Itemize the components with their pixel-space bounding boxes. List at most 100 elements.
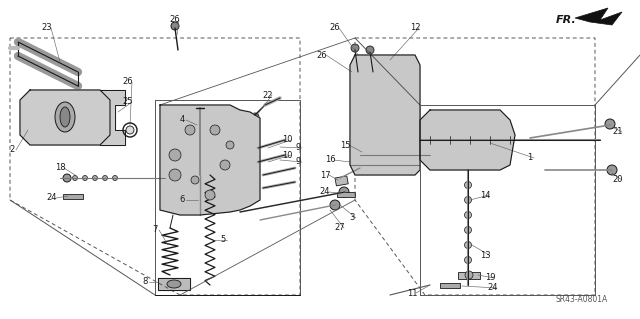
Text: 6: 6 [179,196,185,204]
Circle shape [391,116,399,124]
Text: 1: 1 [527,153,532,162]
Circle shape [465,271,473,279]
Circle shape [374,152,378,158]
Text: 10: 10 [282,136,292,145]
Circle shape [607,165,617,175]
Circle shape [196,112,204,118]
Circle shape [205,190,215,200]
Text: 19: 19 [484,273,495,283]
Circle shape [251,113,259,121]
Bar [440,283,460,288]
Text: 26: 26 [123,78,133,86]
Circle shape [196,136,204,143]
Circle shape [460,125,470,135]
Text: 13: 13 [480,250,490,259]
Polygon shape [100,90,125,145]
Circle shape [210,125,220,135]
Bar [335,176,348,186]
Text: 12: 12 [410,24,420,33]
Text: 11: 11 [407,288,417,298]
Circle shape [465,211,472,219]
Circle shape [198,180,202,184]
Circle shape [171,22,179,30]
Text: 15: 15 [340,140,350,150]
Text: FR.: FR. [556,15,577,25]
Text: 9: 9 [296,158,301,167]
Bar [458,272,480,279]
Circle shape [83,175,88,181]
Circle shape [439,124,451,136]
Circle shape [450,150,460,160]
Circle shape [390,152,394,158]
Circle shape [102,175,108,181]
Bar [63,194,83,199]
Circle shape [185,125,195,135]
Circle shape [351,44,359,52]
Text: 8: 8 [142,278,148,286]
Circle shape [196,152,204,159]
Ellipse shape [126,126,134,134]
Circle shape [465,241,472,249]
Text: 26: 26 [317,50,327,60]
Text: 3: 3 [349,213,355,222]
Circle shape [198,188,202,192]
Text: SR43-A0801A: SR43-A0801A [555,295,607,305]
Text: 20: 20 [612,175,623,184]
Circle shape [372,163,376,167]
Circle shape [436,146,444,154]
Circle shape [63,174,71,182]
Text: 25: 25 [123,98,133,107]
Circle shape [386,144,394,152]
Circle shape [475,140,485,150]
Polygon shape [160,105,260,215]
Circle shape [196,144,204,151]
Circle shape [196,128,204,135]
Text: 22: 22 [263,91,273,100]
Circle shape [169,149,181,161]
Circle shape [93,175,97,181]
Circle shape [220,160,230,170]
Polygon shape [420,110,515,170]
Circle shape [365,152,371,158]
Circle shape [191,176,199,184]
Circle shape [169,169,181,181]
Text: 24: 24 [488,284,499,293]
Circle shape [226,141,234,149]
Circle shape [364,81,372,89]
Circle shape [381,152,387,158]
Text: 26: 26 [170,16,180,25]
Ellipse shape [55,102,75,132]
Bar [337,192,355,197]
Ellipse shape [167,280,181,288]
Circle shape [380,163,384,167]
Text: 24: 24 [47,194,57,203]
Circle shape [605,119,615,129]
Circle shape [465,226,472,234]
Circle shape [196,120,204,127]
Text: 14: 14 [480,190,490,199]
Polygon shape [350,55,420,175]
Circle shape [364,163,368,167]
Circle shape [330,200,340,210]
Text: 2: 2 [10,145,15,154]
Text: 9: 9 [296,144,301,152]
Circle shape [465,197,472,204]
Text: 27: 27 [335,224,346,233]
Text: 26: 26 [330,24,340,33]
Circle shape [339,187,349,197]
Text: 10: 10 [282,151,292,160]
Circle shape [72,175,77,181]
Circle shape [198,204,202,209]
Ellipse shape [60,107,70,127]
Text: 4: 4 [179,115,184,124]
Circle shape [465,182,472,189]
Circle shape [356,163,360,167]
Text: 7: 7 [152,226,157,234]
Polygon shape [158,278,190,290]
Text: 23: 23 [42,24,52,33]
Text: 17: 17 [320,170,330,180]
Text: 18: 18 [54,164,65,173]
Circle shape [397,152,403,158]
Polygon shape [575,8,622,25]
Circle shape [371,136,379,144]
